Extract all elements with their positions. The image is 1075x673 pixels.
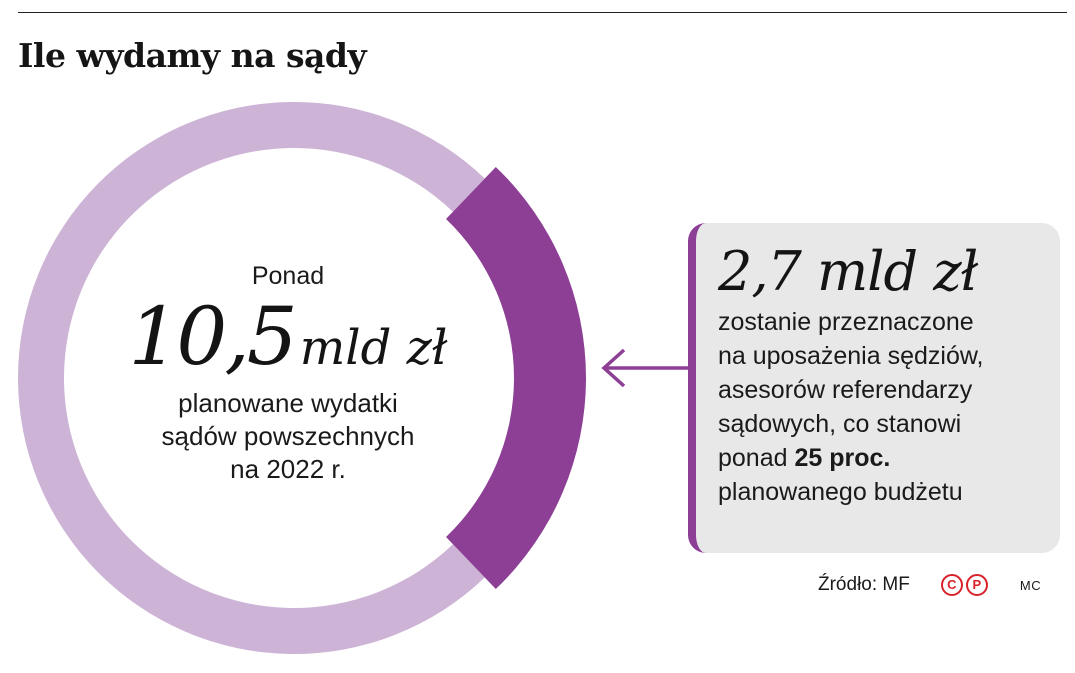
center-desc-line1: planowane wydatki (178, 388, 398, 418)
p-badge-icon: P (965, 574, 988, 596)
page-title: Ile wydamy na sądy (18, 36, 367, 75)
donut-group (18, 102, 586, 654)
callout-text: zostanie przeznaczone na uposażenia sędz… (718, 305, 1040, 509)
source-footer: Źródło: MF C P MC (818, 574, 1041, 596)
center-number: 10,5 (128, 290, 298, 383)
arrow-left-icon (601, 348, 690, 388)
callout-line6: planowanego budżetu (718, 478, 963, 506)
copyright-icon: C (940, 574, 963, 596)
callout-box: 2,7 mld zł zostanie przeznaczone na upos… (688, 223, 1060, 553)
center-unit: mld zł (299, 320, 448, 376)
donut-center-label: Ponad 10,5 mld zł planowane wydatki sądó… (88, 262, 488, 486)
center-description: planowane wydatki sądów powszechnych na … (88, 387, 488, 486)
donut-slice-rest (18, 102, 485, 654)
author-initials: MC (1019, 577, 1042, 593)
callout-line1: zostanie przeznaczone (718, 308, 974, 336)
top-rule (18, 12, 1067, 13)
center-desc-line2: sądów powszechnych (161, 421, 415, 451)
callout-value: 2,7 mld zł (718, 240, 978, 303)
callout-line2: na uposażenia sędziów, (718, 342, 984, 370)
center-prefix: Ponad (251, 262, 325, 290)
center-desc-line3: na 2022 r. (230, 454, 346, 484)
source-text: Źródło: MF (818, 574, 910, 595)
center-total-value: 10,5 mld zł (88, 297, 488, 377)
donut-slice-highlight (446, 166, 586, 590)
callout-line5-bold: 25 proc. (794, 444, 891, 472)
callout-line4: sądowych, co stanowi (718, 410, 962, 438)
callout-line3: asesorów referendarzy (718, 376, 973, 404)
copyright-badges: C P (938, 574, 988, 596)
callout-line5-prefix: ponad (718, 444, 788, 472)
